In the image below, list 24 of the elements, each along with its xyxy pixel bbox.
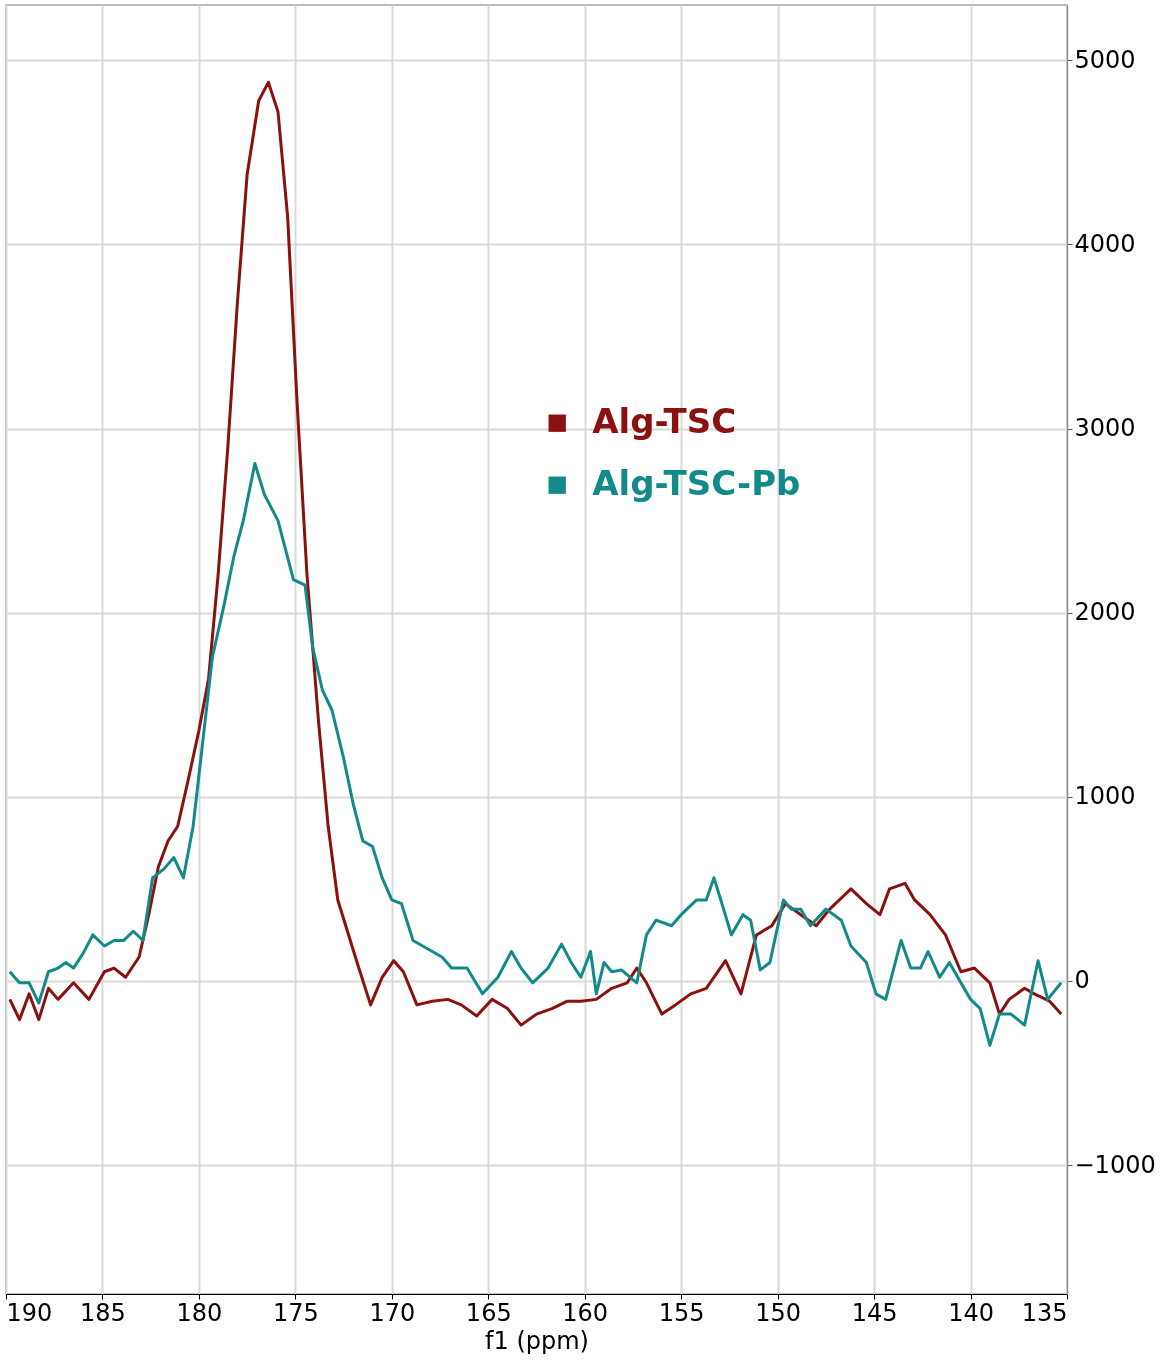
x-tick-label: 140 <box>948 1298 994 1327</box>
y-tick-label: 3000 <box>1074 414 1136 443</box>
x-tick-label: 135 <box>1021 1298 1068 1327</box>
line-series <box>8 462 1063 1047</box>
x-tick-label: 165 <box>465 1298 512 1327</box>
x-tick-label: 180 <box>176 1298 223 1327</box>
y-tick-label: 2000 <box>1074 598 1136 627</box>
x-tick-label: 145 <box>851 1298 898 1327</box>
legend-label: Alg-TSC <box>592 401 737 442</box>
x-tick-label: 155 <box>658 1298 705 1327</box>
y-tick-label: 0 <box>1074 966 1090 995</box>
y-tick-label: 4000 <box>1074 229 1136 258</box>
y-tick-label: 5000 <box>1074 45 1136 74</box>
x-tick-label: 175 <box>272 1298 319 1327</box>
x-axis-title: f1 (ppm) <box>485 1326 589 1355</box>
x-tick-label: 185 <box>80 1298 126 1327</box>
legend-label: Alg-TSC-Pb <box>592 463 801 504</box>
y-tick-label: −1000 <box>1074 1150 1156 1179</box>
x-tick-label: 190 <box>6 1298 53 1327</box>
line-series <box>8 80 1063 1027</box>
x-tick-label: 150 <box>755 1298 802 1327</box>
x-tick-label: 170 <box>369 1298 416 1327</box>
y-tick-label: 1000 <box>1074 782 1136 811</box>
x-tick-label: 160 <box>562 1298 609 1327</box>
